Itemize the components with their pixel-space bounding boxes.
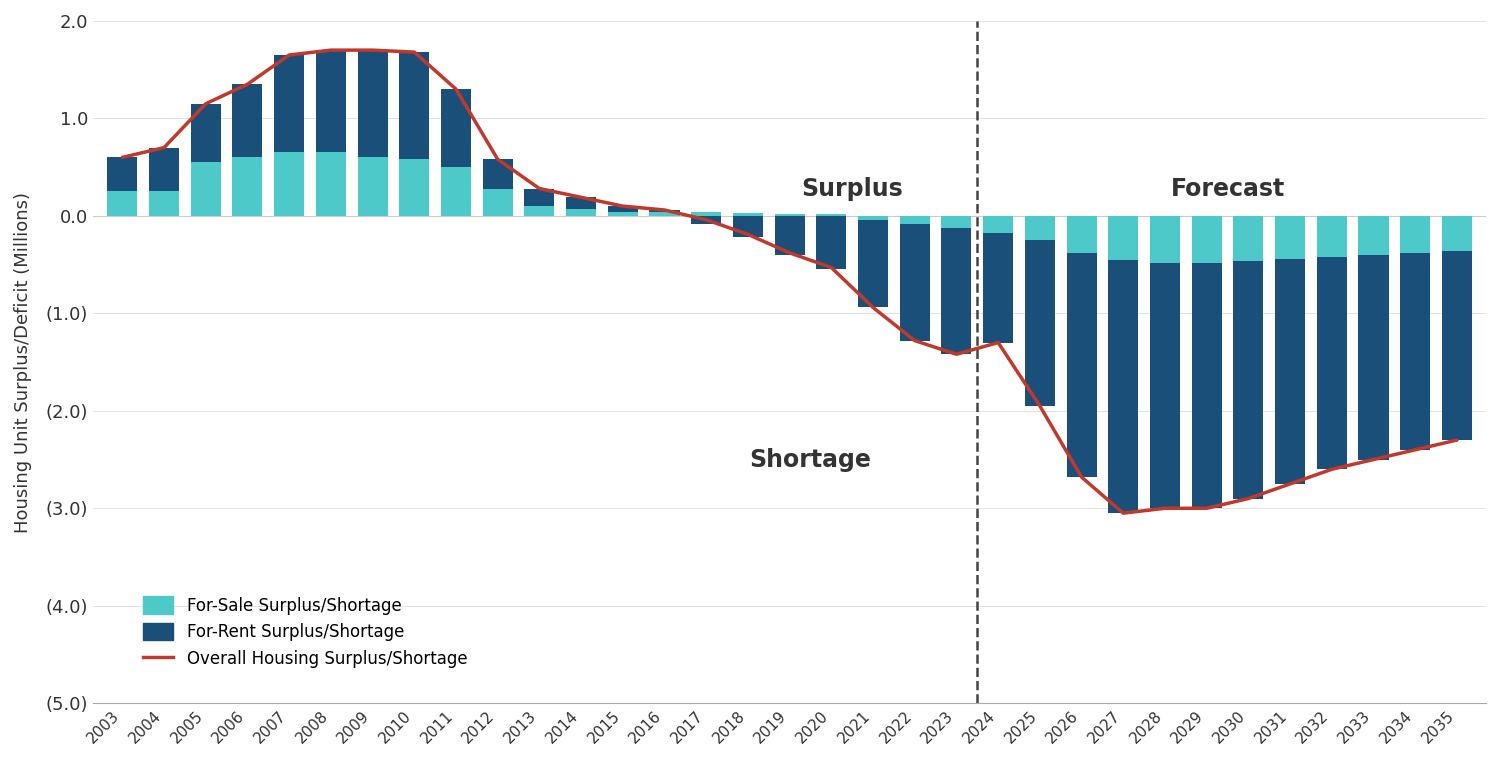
- Bar: [190, 162, 220, 216]
- Bar: [483, 188, 513, 216]
- Bar: [483, 160, 513, 188]
- Bar: [1275, 216, 1305, 258]
- Y-axis label: Housing Unit Surplus/Deficit (Millions): Housing Unit Surplus/Deficit (Millions): [13, 192, 32, 533]
- Bar: [858, 216, 888, 220]
- Bar: [1150, 263, 1180, 508]
- Bar: [1400, 253, 1429, 450]
- Bar: [1275, 258, 1305, 484]
- Text: Shortage: Shortage: [750, 448, 872, 471]
- Legend: For-Sale Surplus/Shortage, For-Rent Surplus/Shortage, Overall Housing Surplus/Sh: For-Sale Surplus/Shortage, For-Rent Surp…: [144, 597, 466, 667]
- Bar: [274, 55, 304, 153]
- Bar: [1317, 257, 1347, 469]
- Bar: [734, 213, 764, 216]
- Bar: [108, 192, 138, 216]
- Bar: [1108, 216, 1138, 260]
- Bar: [1024, 240, 1054, 406]
- Bar: [774, 214, 804, 216]
- Bar: [734, 216, 764, 237]
- Bar: [1400, 216, 1429, 253]
- Bar: [274, 153, 304, 216]
- Bar: [232, 84, 262, 157]
- Bar: [1024, 216, 1054, 240]
- Bar: [1108, 260, 1138, 513]
- Bar: [650, 212, 680, 216]
- Bar: [441, 167, 471, 216]
- Bar: [399, 52, 429, 160]
- Bar: [190, 104, 220, 162]
- Bar: [525, 188, 555, 206]
- Bar: [148, 192, 178, 216]
- Bar: [858, 220, 888, 308]
- Bar: [1191, 216, 1221, 263]
- Bar: [1317, 216, 1347, 257]
- Bar: [1191, 263, 1221, 508]
- Bar: [692, 216, 722, 223]
- Bar: [816, 216, 846, 270]
- Bar: [1066, 216, 1096, 253]
- Bar: [1359, 216, 1389, 255]
- Bar: [608, 206, 638, 212]
- Text: Forecast: Forecast: [1170, 176, 1284, 201]
- Bar: [1442, 251, 1472, 440]
- Text: Surplus: Surplus: [801, 176, 903, 201]
- Bar: [1359, 255, 1389, 460]
- Bar: [357, 157, 387, 216]
- Bar: [608, 212, 638, 216]
- Bar: [900, 216, 930, 223]
- Bar: [316, 153, 346, 216]
- Bar: [357, 50, 387, 157]
- Bar: [692, 212, 722, 216]
- Bar: [1442, 216, 1472, 251]
- Bar: [399, 160, 429, 216]
- Bar: [1066, 253, 1096, 477]
- Bar: [982, 216, 1012, 233]
- Bar: [774, 216, 804, 255]
- Bar: [1233, 261, 1263, 499]
- Bar: [316, 50, 346, 153]
- Bar: [982, 233, 1012, 343]
- Bar: [525, 206, 555, 216]
- Bar: [942, 227, 972, 354]
- Bar: [108, 157, 138, 192]
- Bar: [1150, 216, 1180, 263]
- Bar: [650, 210, 680, 212]
- Bar: [566, 198, 596, 209]
- Bar: [148, 147, 178, 192]
- Bar: [441, 89, 471, 167]
- Bar: [1233, 216, 1263, 261]
- Bar: [900, 223, 930, 340]
- Bar: [566, 209, 596, 216]
- Bar: [942, 216, 972, 227]
- Bar: [232, 157, 262, 216]
- Bar: [816, 214, 846, 216]
